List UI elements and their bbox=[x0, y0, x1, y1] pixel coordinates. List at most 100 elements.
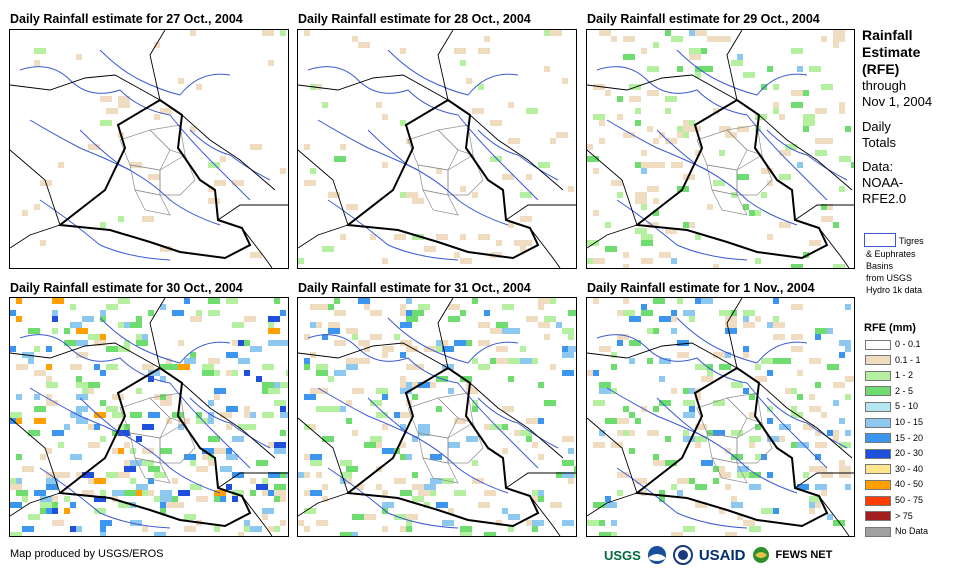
rainfall-cell bbox=[340, 144, 346, 150]
rainfall-cell bbox=[322, 484, 328, 490]
rainfall-cell bbox=[280, 412, 288, 418]
rainfall-cell bbox=[574, 466, 576, 472]
rainfall-cell bbox=[352, 36, 358, 42]
rainfall-cell bbox=[196, 466, 208, 472]
rainfall-cell bbox=[430, 454, 442, 460]
rainfall-cell bbox=[623, 54, 635, 60]
rainfall-cell bbox=[262, 382, 274, 388]
country-border bbox=[437, 30, 454, 101]
basin-line bbox=[327, 467, 459, 529]
rainfall-cell bbox=[274, 448, 286, 454]
rainfall-cell bbox=[460, 234, 466, 240]
rainfall-cell bbox=[677, 352, 689, 358]
side-data-label: Data: bbox=[862, 159, 894, 174]
rainfall-cell bbox=[442, 340, 448, 346]
rainfall-cell bbox=[250, 478, 256, 484]
rainfall-cell bbox=[400, 352, 406, 358]
rainfall-cell bbox=[659, 376, 665, 382]
rainfall-cell bbox=[484, 532, 496, 536]
country-border bbox=[217, 472, 288, 489]
rainfall-cell bbox=[502, 406, 514, 412]
rainfall-cell bbox=[550, 138, 556, 144]
rainfall-cell bbox=[382, 114, 388, 120]
rainfall-cell bbox=[791, 48, 803, 54]
rainfall-cell bbox=[112, 394, 124, 400]
rainfall-cell bbox=[304, 364, 310, 370]
legend-swatch bbox=[865, 480, 891, 491]
legend-swatch bbox=[865, 339, 891, 350]
rainfall-cell bbox=[647, 126, 653, 132]
rainfall-cell bbox=[322, 246, 334, 252]
basin-line bbox=[676, 49, 808, 96]
rainfall-cell bbox=[538, 496, 544, 502]
rainfall-cell bbox=[406, 310, 412, 316]
rainfall-cell bbox=[400, 478, 406, 484]
rainfall-cell bbox=[514, 240, 526, 246]
rainfall-cell bbox=[695, 442, 701, 448]
country-border bbox=[469, 114, 564, 191]
rainfall-cell bbox=[683, 132, 689, 138]
rainfall-cell bbox=[382, 526, 388, 532]
country-border bbox=[10, 224, 61, 249]
rainfall-cell bbox=[797, 66, 803, 72]
rainfall-cell bbox=[538, 298, 550, 304]
rainfall-cell bbox=[683, 126, 689, 132]
rainfall-cell bbox=[424, 246, 436, 252]
rainfall-cell bbox=[154, 496, 160, 502]
rainfall-cell bbox=[749, 210, 755, 216]
rainfall-cell bbox=[226, 448, 232, 454]
rainfall-cell bbox=[743, 72, 755, 78]
rainfall-cell bbox=[262, 364, 274, 370]
rainfall-cell bbox=[190, 352, 196, 358]
rainfall-cell bbox=[118, 448, 124, 454]
rainfall-cell bbox=[593, 400, 605, 406]
rainfall-cell bbox=[88, 382, 100, 388]
rainfall-cell bbox=[322, 496, 328, 502]
rainfall-cell bbox=[833, 520, 845, 526]
rainfall-cell bbox=[358, 298, 370, 304]
rainfall-cell bbox=[268, 328, 280, 334]
rainfall-cell bbox=[635, 478, 647, 484]
rainfall-cell bbox=[112, 448, 118, 454]
rainfall-cell bbox=[599, 430, 605, 436]
rainfall-cell bbox=[304, 30, 310, 36]
rainfall-cell bbox=[821, 412, 827, 418]
rainfall-cell bbox=[100, 370, 106, 376]
country-border bbox=[587, 417, 638, 494]
rainfall-cell bbox=[268, 472, 280, 478]
rainfall-cell bbox=[256, 484, 268, 490]
rainfall-cell bbox=[190, 484, 202, 490]
rainfall-cell bbox=[839, 156, 851, 162]
rainfall-cell bbox=[797, 484, 809, 490]
rainfall-cell bbox=[623, 472, 629, 478]
rainfall-cell bbox=[683, 412, 695, 418]
rainfall-cell bbox=[124, 442, 130, 448]
rainfall-cell bbox=[629, 340, 641, 346]
rainfall-cell bbox=[605, 246, 617, 252]
rainfall-cell bbox=[767, 436, 779, 442]
rainfall-cell bbox=[454, 48, 466, 54]
rainfall-cell bbox=[562, 520, 574, 526]
rainfall-cell bbox=[671, 310, 677, 316]
rainfall-cell bbox=[268, 340, 280, 346]
rainfall-cell bbox=[118, 424, 124, 430]
rainfall-cell bbox=[641, 258, 653, 264]
rainfall-cell bbox=[472, 460, 478, 466]
rainfall-cell bbox=[593, 210, 599, 216]
rainfall-cell bbox=[160, 508, 166, 514]
rainfall-cell bbox=[749, 436, 761, 442]
rainfall-cell bbox=[46, 346, 52, 352]
legend-swatch bbox=[865, 464, 891, 475]
rainfall-cell bbox=[556, 322, 562, 328]
rainfall-cell bbox=[262, 412, 274, 418]
basin-line bbox=[99, 49, 231, 96]
rainfall-cell bbox=[304, 424, 310, 430]
rainfall-cell bbox=[172, 502, 184, 508]
rainfall-cell bbox=[352, 334, 358, 340]
rainfall-cell bbox=[665, 30, 671, 36]
basin-line bbox=[79, 129, 221, 226]
rainfall-cell bbox=[725, 448, 731, 454]
rainfall-cell bbox=[743, 322, 755, 328]
rainfall-cell bbox=[280, 406, 286, 412]
rainfall-cell bbox=[316, 364, 328, 370]
